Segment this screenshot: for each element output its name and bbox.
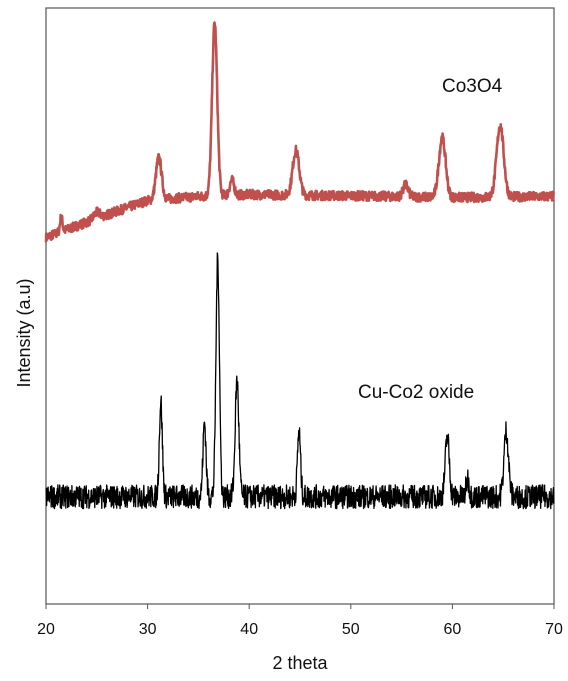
x-tick-label: 60 xyxy=(444,621,462,638)
x-tick-label: 50 xyxy=(342,621,360,638)
x-tick-label: 30 xyxy=(139,621,157,638)
x-tick-label: 70 xyxy=(545,621,563,638)
plot-frame xyxy=(45,7,555,605)
series-group xyxy=(44,21,556,510)
x-axis-label: 2 theta xyxy=(272,653,328,673)
series-line-cu-co2-oxide xyxy=(45,252,555,510)
series-line-co3o4 xyxy=(44,21,556,243)
series-label-co3o4: Co3O4 xyxy=(442,76,503,97)
y-axis-label: Intensity (a.u) xyxy=(14,278,34,387)
x-tick-group: 20 30 40 50 60 70 xyxy=(37,604,563,638)
series-label-cu-co2-oxide: Cu-Co2 oxide xyxy=(358,382,474,403)
x-tick-label: 40 xyxy=(240,621,258,638)
x-tick-label: 20 xyxy=(37,621,55,638)
